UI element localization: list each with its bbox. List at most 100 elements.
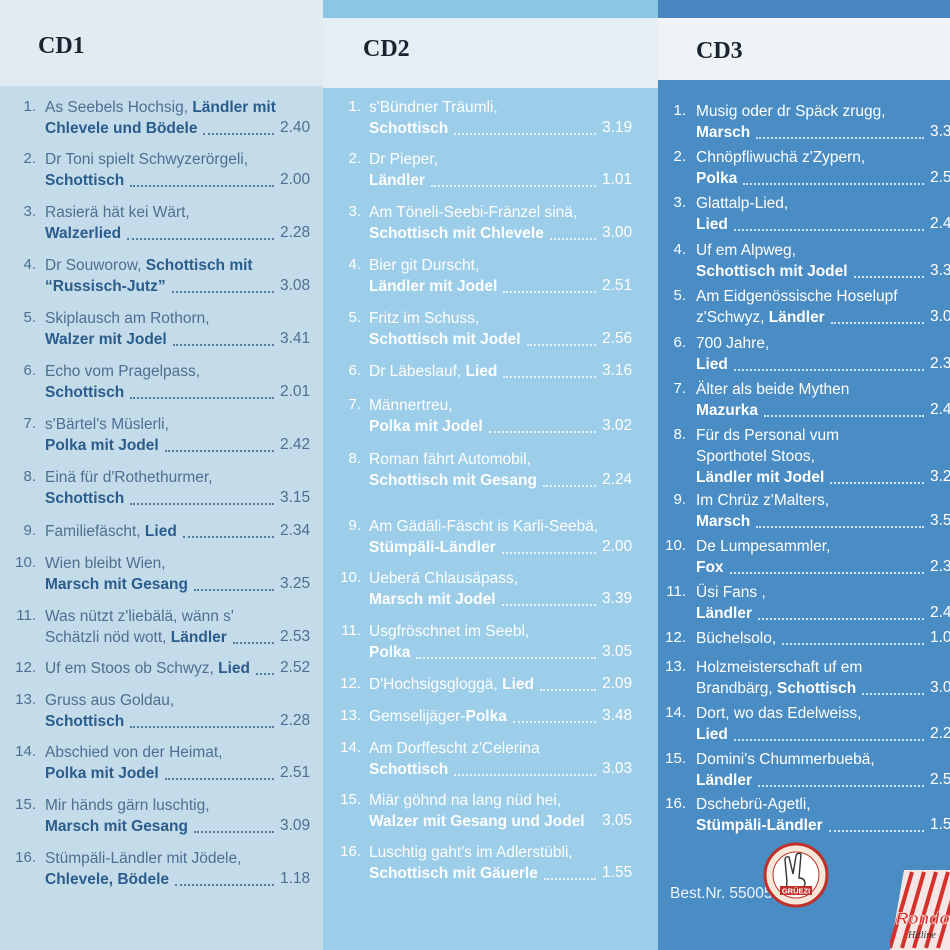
track-genre-text: Polka mit Jodel — [45, 437, 159, 454]
track-title-text: Dort, wo das Edelweiss, — [696, 705, 862, 722]
track-duration: 2.3 — [930, 558, 950, 575]
track-number: 10. — [665, 537, 686, 554]
track-title-line: Familiefäscht, Lied — [45, 522, 177, 542]
track-number: 15. — [340, 791, 361, 808]
track-title-text: Usgfröschnet im Seebl, — [369, 623, 530, 640]
track-genre-text: Ländler — [369, 172, 425, 189]
track-title-text: Brandbärg, — [696, 680, 777, 697]
track-duration: 1.18 — [280, 870, 311, 887]
track-title-line: Marsch — [696, 123, 750, 143]
track-number: 9. — [348, 517, 361, 534]
track-duration: 2.4 — [930, 401, 950, 418]
track-title-line: Mazurka — [696, 401, 758, 421]
track-number: 8. — [348, 450, 361, 467]
track-genre-text: Polka — [465, 708, 507, 725]
track-genre-text: Marsch mit Jodel — [369, 591, 496, 608]
track-title-text: Wien bleibt Wien, — [45, 555, 166, 572]
track-genre-text: Schottisch — [369, 120, 449, 137]
track-number: 13. — [15, 691, 36, 708]
track-duration: 3.5 — [930, 512, 950, 529]
track-genre-text: Schottisch mit Jodel — [696, 263, 848, 280]
track-title-line: Schottisch mit Chlevele — [369, 224, 544, 244]
track-title-line: Holzmeisterschaft uf em — [696, 658, 862, 678]
dot-leader — [549, 238, 596, 240]
track-title-line: Polka mit Jodel — [369, 417, 483, 437]
track-title-text: Im Chrüz z'Malters, — [696, 492, 830, 509]
track-duration: 3.15 — [280, 489, 311, 506]
track-title-text: Männertreu, — [369, 397, 453, 414]
track-genre-text: Lied — [465, 363, 498, 380]
cd1-header-band — [0, 0, 323, 86]
track-title-line: Skiplausch am Rothorn, — [45, 309, 210, 329]
track-genre-text: Polka mit Jodel — [45, 765, 159, 782]
track-number: 14. — [340, 739, 361, 756]
track-genre-text: Lied — [696, 216, 728, 233]
track-duration: 2.28 — [280, 224, 311, 241]
track-title-line: Chlevele, Bödele — [45, 870, 169, 890]
track-title-line: Dr Läbeslauf, Lied — [369, 362, 497, 382]
track-title-text: Abschied von der Heimat, — [45, 744, 223, 761]
dot-leader — [501, 604, 596, 606]
track-title-text: Am Gädäli-Fäscht is Karli-Seebä, — [369, 518, 599, 535]
cd1-title: CD1 — [38, 33, 85, 59]
track-genre-text: Chlevele und Bödele — [45, 120, 198, 137]
track-duration: 3.25 — [280, 575, 311, 592]
track-genre-text: Walzer mit Jodel — [45, 331, 167, 348]
track-genre-text: Polka mit Jodel — [369, 418, 483, 435]
track-title-line: Walzer mit Gesang und Jodel — [369, 812, 585, 832]
track-duration: 2.00 — [280, 171, 311, 188]
track-title-line: Usgfröschnet im Seebl, — [369, 622, 529, 642]
track-title-line: Sporthotel Stoos, — [696, 447, 815, 467]
dot-leader — [830, 322, 924, 324]
track-genre-text: “Russisch-Jutz” — [45, 278, 166, 295]
track-title-line: s'Bärtel's Müslerli, — [45, 415, 169, 435]
track-number: 4. — [23, 256, 36, 273]
track-title-line: Schottisch — [45, 712, 124, 732]
dot-leader — [127, 238, 274, 240]
track-duration: 2.34 — [280, 522, 311, 539]
track-title-line: Fox — [696, 558, 724, 578]
track-number: 3. — [23, 203, 36, 220]
track-genre-text: Lied — [502, 676, 534, 693]
track-genre-text: Ländler mit Jodel — [369, 278, 498, 295]
track-genre-text: Ländler — [696, 605, 752, 622]
track-title-line: Rasierä hät kei Wärt, — [45, 203, 190, 223]
dot-leader — [542, 485, 596, 487]
track-title-line: Chlevele und Bödele — [45, 119, 197, 139]
track-number: 12. — [15, 659, 36, 676]
track-title-text: Glattalp-Lied, — [696, 195, 789, 212]
track-title-text: Schätzli nöd wott, — [45, 629, 171, 646]
track-title-text: Dr Läbeslauf, — [369, 363, 466, 380]
track-title-text: Am Töneli-Seebi-Fränzel sinä, — [369, 204, 578, 221]
dot-leader — [232, 642, 274, 644]
track-number: 7. — [673, 380, 686, 397]
track-title-line: Männertreu, — [369, 396, 453, 416]
track-title-line: Am Gädäli-Fäscht is Karli-Seebä, — [369, 517, 598, 537]
track-title-text: Domini's Chummerbuebä, — [696, 751, 875, 768]
track-title-line: Lied — [696, 725, 728, 745]
track-title-line: Üsi Fans , — [696, 583, 766, 603]
track-title-text: Älter als beide Mythen — [696, 381, 850, 398]
dot-leader — [130, 397, 274, 399]
track-title-line: “Russisch-Jutz” — [45, 277, 166, 297]
track-title-line: Mir händs gärn luschtig, — [45, 796, 210, 816]
track-number: 5. — [673, 287, 686, 304]
track-number: 13. — [665, 658, 686, 675]
rondo-hitline-logo: Rondo Hitline — [890, 870, 950, 950]
track-title-text: Sporthotel Stoos, — [696, 448, 815, 465]
dot-leader — [756, 137, 924, 139]
track-title-text: Bier git Durscht, — [369, 257, 480, 274]
cd2-title: CD2 — [363, 36, 410, 62]
track-title-text: Dr Souworow, — [45, 257, 146, 274]
track-number: 7. — [23, 415, 36, 432]
dot-leader — [733, 229, 924, 231]
track-genre-text: Schottisch — [45, 713, 125, 730]
track-genre-text: Schottisch — [45, 490, 125, 507]
track-number: 15. — [15, 796, 36, 813]
track-title-line: Wien bleibt Wien, — [45, 554, 166, 574]
track-title-line: Echo vom Pragelpass, — [45, 362, 200, 382]
dot-leader — [828, 830, 924, 832]
track-title-line: Schottisch mit Jodel — [696, 262, 848, 282]
dot-leader — [171, 291, 274, 293]
track-duration: 3.05 — [602, 643, 633, 660]
